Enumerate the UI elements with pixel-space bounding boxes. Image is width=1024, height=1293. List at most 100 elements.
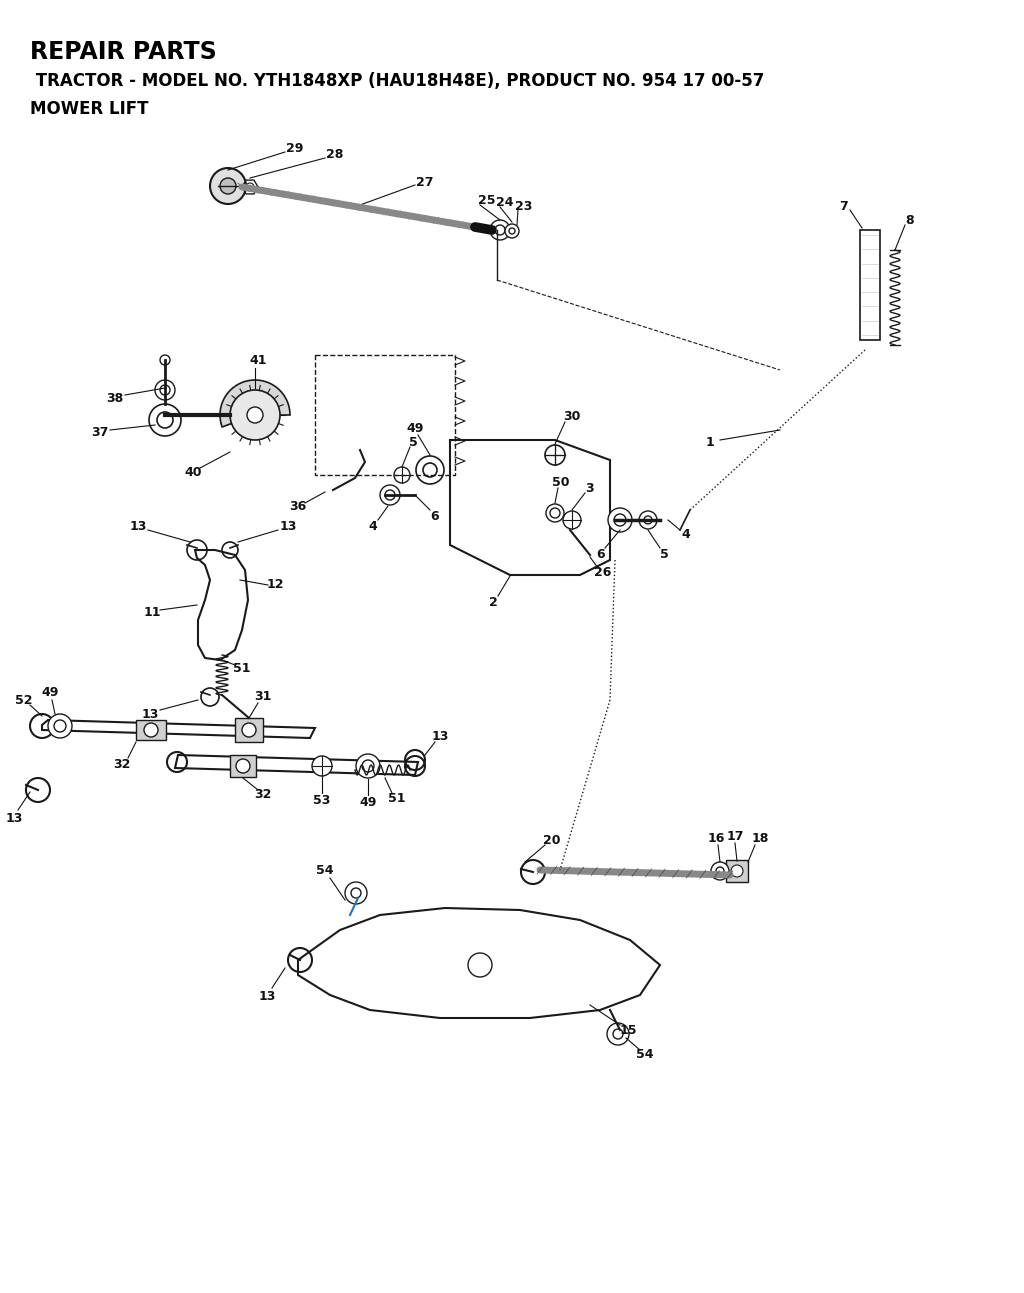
Bar: [136, 720, 166, 740]
Text: 41: 41: [249, 353, 266, 366]
Bar: [726, 860, 748, 882]
Circle shape: [490, 220, 510, 240]
Text: 6: 6: [431, 509, 439, 522]
Circle shape: [312, 756, 332, 776]
Text: 8: 8: [905, 213, 914, 226]
Text: 20: 20: [544, 834, 561, 847]
Text: 29: 29: [287, 141, 304, 154]
Text: 36: 36: [290, 500, 306, 513]
Text: 5: 5: [659, 547, 669, 560]
Text: 2: 2: [488, 596, 498, 609]
Circle shape: [385, 490, 395, 500]
Text: 12: 12: [266, 578, 284, 591]
Circle shape: [639, 511, 657, 529]
Circle shape: [362, 760, 374, 772]
Circle shape: [160, 385, 170, 394]
Polygon shape: [298, 908, 660, 1018]
Text: 51: 51: [388, 793, 406, 806]
Circle shape: [563, 511, 581, 529]
Circle shape: [716, 868, 724, 875]
Text: 53: 53: [313, 794, 331, 807]
Text: TRACTOR - MODEL NO. YTH1848XP (HAU18H48E), PRODUCT NO. 954 17 00-57: TRACTOR - MODEL NO. YTH1848XP (HAU18H48E…: [30, 72, 764, 91]
Text: 13: 13: [280, 521, 297, 534]
Polygon shape: [220, 380, 290, 427]
Polygon shape: [175, 755, 418, 775]
Text: 13: 13: [258, 989, 275, 1002]
Circle shape: [394, 467, 410, 484]
Circle shape: [242, 723, 256, 737]
Circle shape: [509, 228, 515, 234]
Circle shape: [505, 224, 519, 238]
Circle shape: [247, 407, 263, 423]
Text: 37: 37: [91, 427, 109, 440]
Text: 54: 54: [636, 1049, 653, 1062]
Text: REPAIR PARTS: REPAIR PARTS: [30, 40, 217, 63]
Circle shape: [468, 953, 492, 978]
Text: 11: 11: [143, 606, 161, 619]
Text: 5: 5: [409, 436, 418, 449]
Text: 31: 31: [254, 690, 271, 703]
Text: MOWER LIFT: MOWER LIFT: [30, 100, 148, 118]
Text: 30: 30: [563, 410, 581, 424]
Text: 32: 32: [114, 758, 131, 771]
Text: 15: 15: [620, 1024, 637, 1037]
Circle shape: [150, 403, 181, 436]
Circle shape: [210, 168, 246, 204]
Text: 17: 17: [726, 830, 743, 843]
Text: 4: 4: [682, 529, 690, 542]
Text: 54: 54: [316, 865, 334, 878]
Circle shape: [351, 888, 361, 899]
Text: 13: 13: [5, 812, 23, 825]
Circle shape: [416, 456, 444, 484]
Circle shape: [731, 865, 743, 877]
Text: 49: 49: [41, 687, 58, 700]
Circle shape: [608, 508, 632, 531]
Text: 13: 13: [141, 707, 159, 720]
Text: 4: 4: [369, 520, 378, 533]
Text: 16: 16: [708, 831, 725, 844]
Circle shape: [614, 515, 626, 526]
Circle shape: [607, 1023, 629, 1045]
Circle shape: [550, 508, 560, 518]
Circle shape: [613, 1029, 623, 1040]
Polygon shape: [42, 720, 315, 738]
Text: 1: 1: [706, 437, 715, 450]
Circle shape: [423, 463, 437, 477]
Circle shape: [220, 178, 236, 194]
Circle shape: [345, 882, 367, 904]
Circle shape: [155, 380, 175, 400]
Circle shape: [230, 390, 280, 440]
Text: 52: 52: [15, 693, 33, 706]
Circle shape: [157, 412, 173, 428]
Text: 13: 13: [431, 731, 449, 743]
Text: 13: 13: [129, 521, 146, 534]
Text: 25: 25: [478, 194, 496, 207]
Text: 7: 7: [839, 199, 848, 212]
Text: 26: 26: [594, 566, 611, 579]
Text: 32: 32: [254, 789, 271, 802]
Circle shape: [380, 485, 400, 506]
Bar: [230, 755, 256, 777]
Circle shape: [644, 516, 652, 524]
Text: 3: 3: [586, 482, 594, 495]
Text: 38: 38: [106, 392, 124, 405]
Circle shape: [356, 754, 380, 778]
Text: 18: 18: [752, 831, 769, 844]
Text: 28: 28: [327, 149, 344, 162]
Text: 49: 49: [359, 795, 377, 808]
Circle shape: [260, 415, 270, 425]
Circle shape: [546, 504, 564, 522]
Text: 50: 50: [552, 477, 569, 490]
Text: 51: 51: [233, 662, 251, 675]
Text: 27: 27: [416, 176, 434, 189]
Text: 40: 40: [184, 465, 202, 478]
Circle shape: [48, 714, 72, 738]
Circle shape: [495, 225, 505, 235]
Text: 23: 23: [515, 200, 532, 213]
Circle shape: [160, 356, 170, 365]
Circle shape: [236, 759, 250, 773]
Circle shape: [246, 184, 254, 191]
Bar: [234, 718, 263, 742]
Circle shape: [54, 720, 66, 732]
Circle shape: [711, 862, 729, 881]
